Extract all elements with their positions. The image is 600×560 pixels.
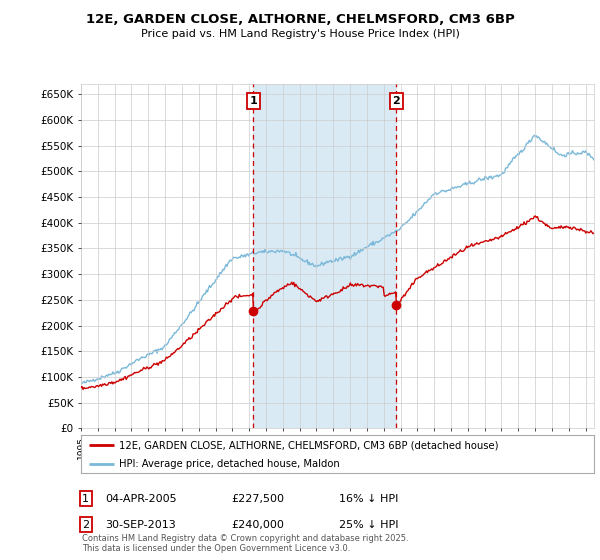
Text: 2: 2	[82, 520, 89, 530]
Text: 2: 2	[392, 96, 400, 106]
Text: £227,500: £227,500	[231, 494, 284, 504]
Text: 1: 1	[250, 96, 257, 106]
Text: 12E, GARDEN CLOSE, ALTHORNE, CHELMSFORD, CM3 6BP (detached house): 12E, GARDEN CLOSE, ALTHORNE, CHELMSFORD,…	[119, 440, 499, 450]
Text: HPI: Average price, detached house, Maldon: HPI: Average price, detached house, Mald…	[119, 459, 340, 469]
Text: 30-SEP-2013: 30-SEP-2013	[105, 520, 176, 530]
Text: Contains HM Land Registry data © Crown copyright and database right 2025.
This d: Contains HM Land Registry data © Crown c…	[82, 534, 409, 553]
Text: Price paid vs. HM Land Registry's House Price Index (HPI): Price paid vs. HM Land Registry's House …	[140, 29, 460, 39]
Text: 16% ↓ HPI: 16% ↓ HPI	[339, 494, 398, 504]
Text: 12E, GARDEN CLOSE, ALTHORNE, CHELMSFORD, CM3 6BP: 12E, GARDEN CLOSE, ALTHORNE, CHELMSFORD,…	[86, 13, 514, 26]
Text: 1: 1	[82, 494, 89, 504]
Text: £240,000: £240,000	[231, 520, 284, 530]
Bar	[253, 84, 397, 428]
Text: 04-APR-2005: 04-APR-2005	[105, 494, 176, 504]
Text: 25% ↓ HPI: 25% ↓ HPI	[339, 520, 398, 530]
